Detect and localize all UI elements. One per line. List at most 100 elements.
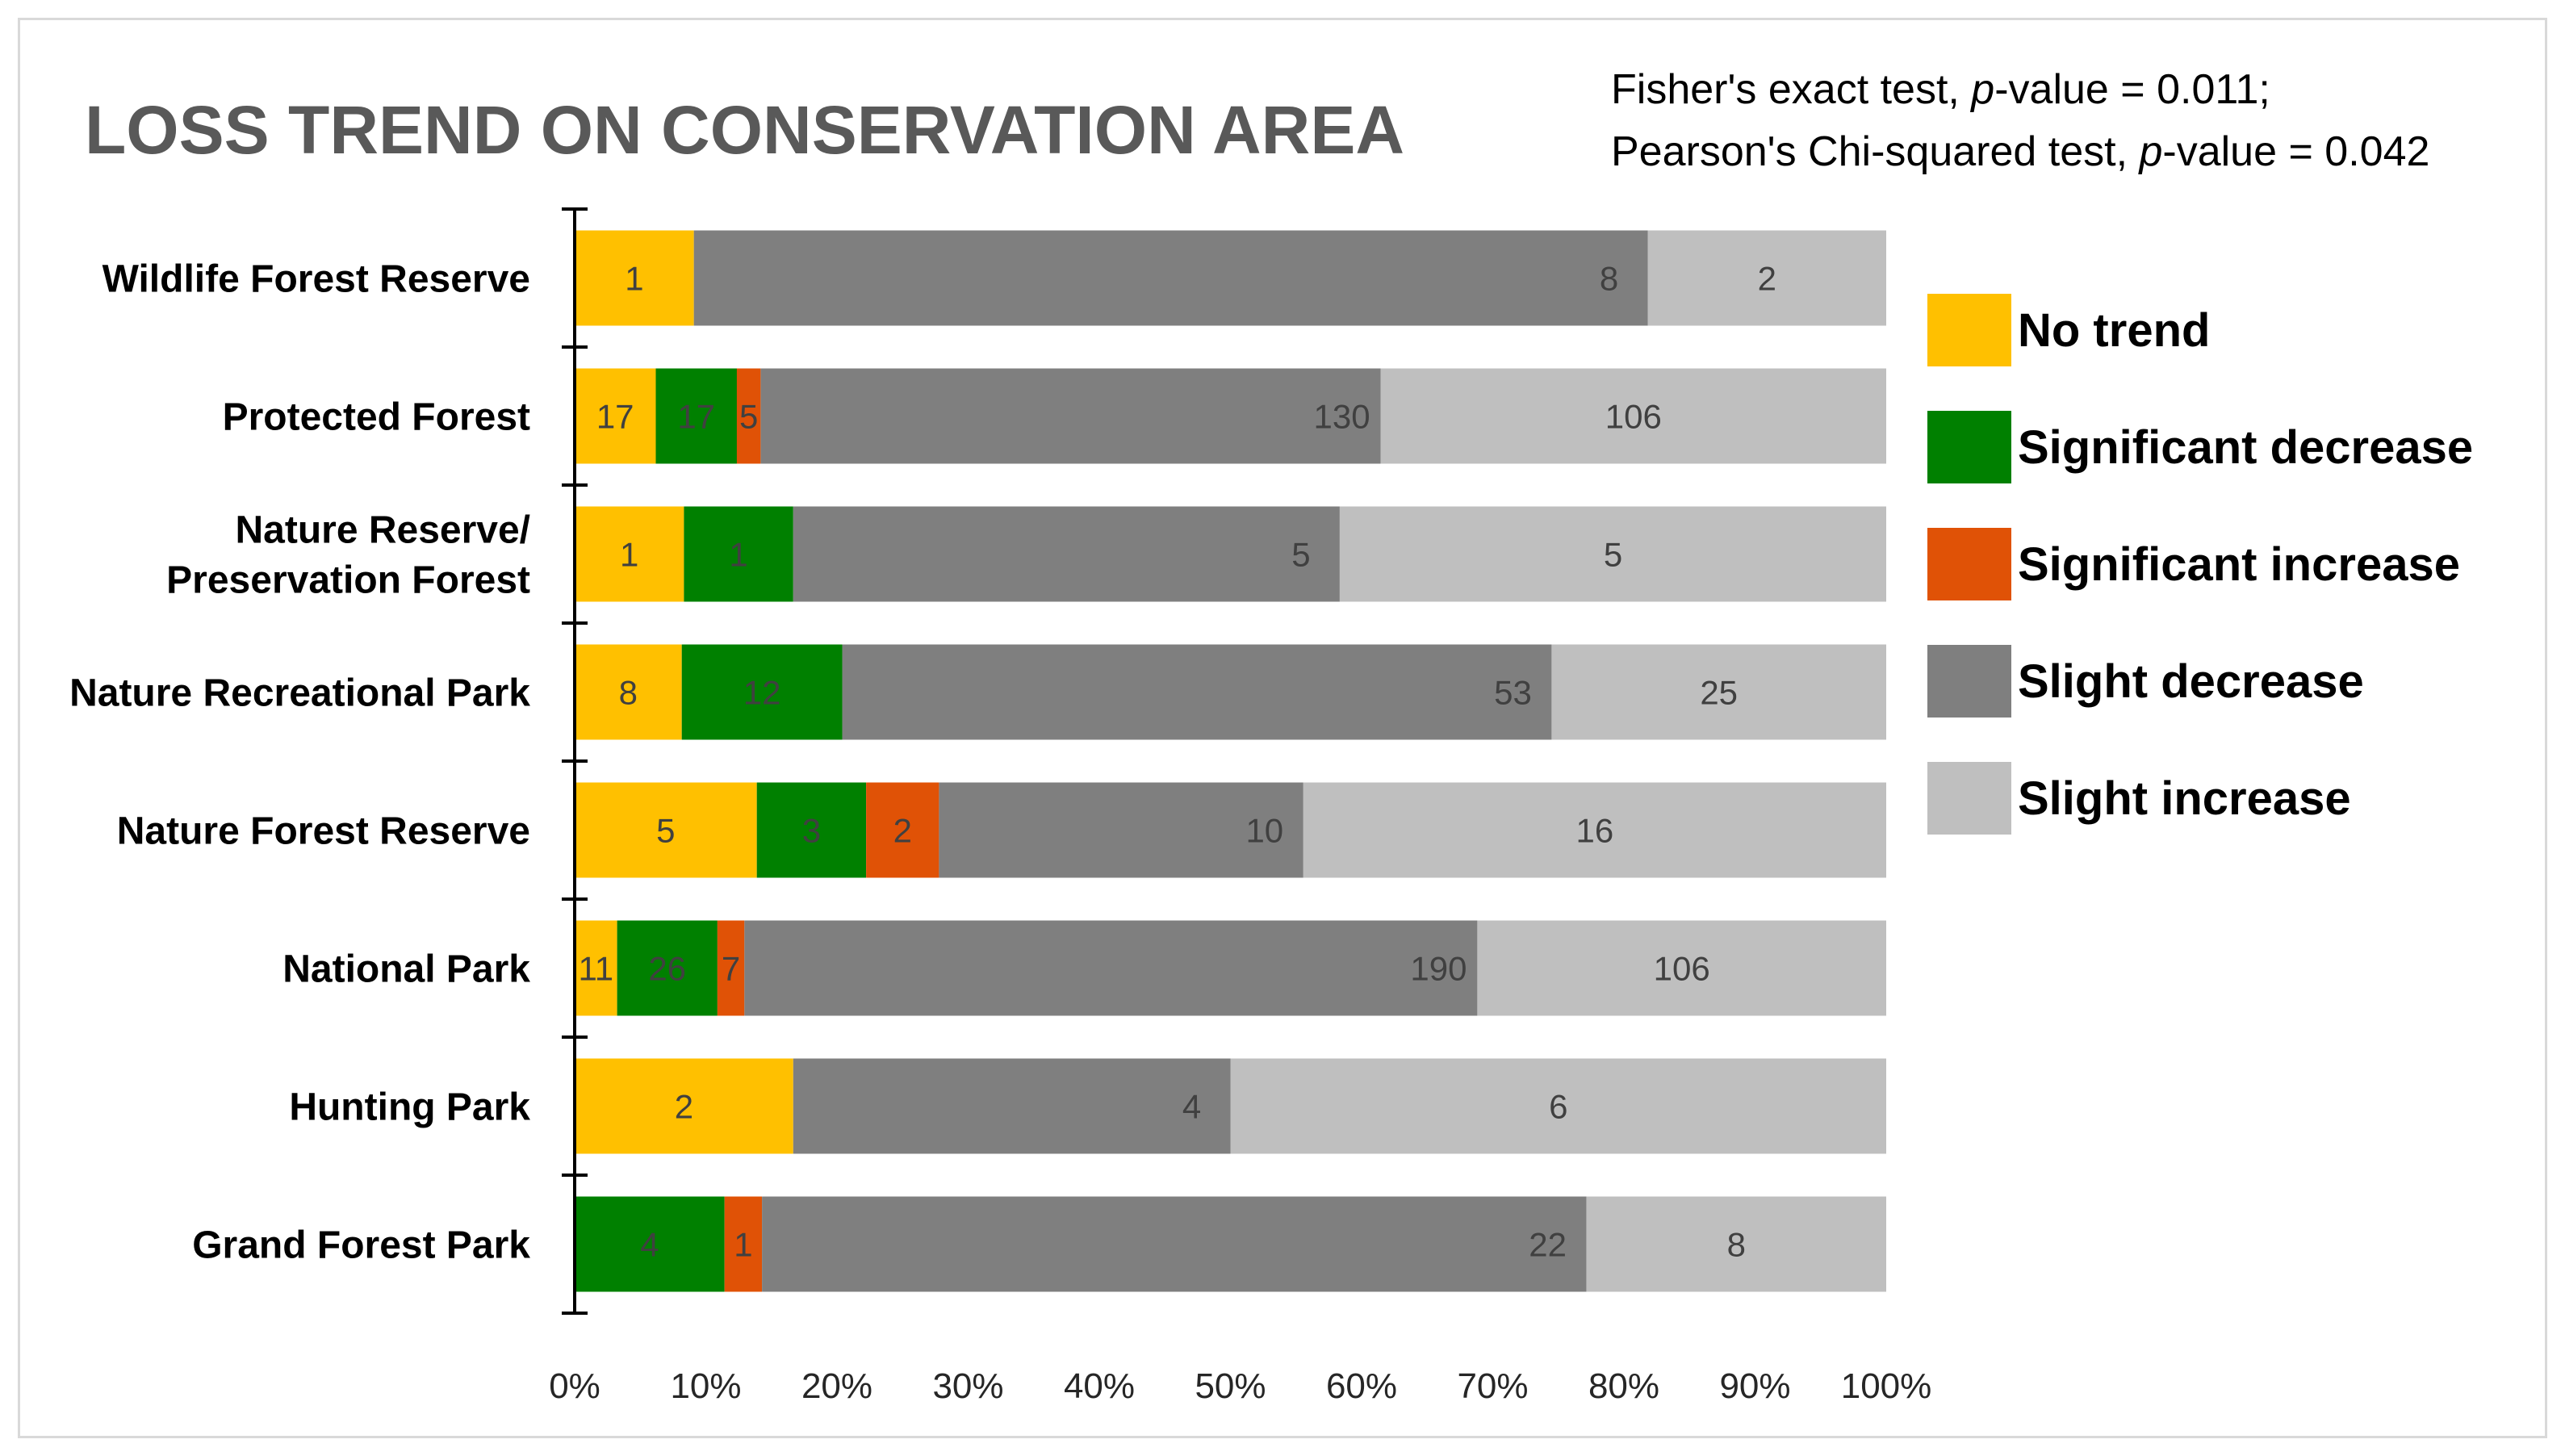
chi-squared-test-prefix: Pearson's Chi-squared test, (1611, 128, 2139, 175)
chart-title: LOSS TREND ON CONSERVATION AREA (85, 92, 1404, 168)
bar-segment-0-2 (575, 506, 684, 602)
data-label-4-4: 16 (1576, 812, 1614, 850)
x-tick-label-1: 10% (670, 1366, 741, 1406)
data-label-3-4: 10 (1245, 812, 1283, 850)
data-label-4-6: 6 (1549, 1088, 1567, 1126)
fisher-test-note: Fisher's exact test, p-value = 0.011; (1611, 66, 2270, 113)
bar-segment-0-3 (575, 644, 682, 740)
bar-segment-0-4 (575, 782, 757, 878)
category-label-3: Nature Recreational Park (69, 672, 530, 715)
bar-segment-3-2 (793, 506, 1340, 602)
bar-segment-3-7 (762, 1196, 1587, 1292)
data-label-1-1: 17 (677, 398, 715, 436)
fisher-test-prefix: Fisher's exact test, (1611, 66, 1971, 113)
chi-squared-test-note: Pearson's Chi-squared test, p-value = 0.… (1611, 128, 2429, 175)
data-label-4-2: 5 (1604, 536, 1622, 574)
data-label-0-0: 1 (625, 260, 643, 298)
bar-segment-3-5 (744, 920, 1478, 1016)
bar-segment-1-7 (575, 1196, 725, 1292)
chi-squared-test-suffix: -value = 0.042 (2162, 128, 2429, 175)
bar-segment-0-6 (575, 1058, 793, 1154)
bar-segment-4-3 (1551, 644, 1886, 740)
bar-segment-3-4 (939, 782, 1303, 878)
data-label-4-0: 2 (1758, 260, 1776, 298)
data-label-3-1: 130 (1314, 398, 1370, 436)
legend-label-1: Significant decrease (2018, 421, 2473, 474)
bar-segment-4-6 (1230, 1058, 1886, 1154)
bar-segment-2-7 (724, 1196, 763, 1292)
data-label-1-3: 12 (743, 674, 781, 712)
data-label-2-7: 1 (734, 1226, 752, 1264)
data-label-2-4: 2 (893, 812, 912, 850)
bar-segment-0-1 (575, 368, 656, 464)
category-label-2-line-1: Preservation Forest (166, 559, 530, 602)
data-label-2-1: 5 (739, 398, 758, 436)
data-label-1-2: 1 (729, 536, 747, 574)
bar-segment-4-4 (1303, 782, 1886, 878)
legend-label-4: Slight increase (2018, 772, 2351, 825)
legend-label-2: Significant increase (2018, 538, 2460, 591)
data-label-1-5: 26 (648, 950, 686, 988)
x-tick-label-9: 90% (1719, 1366, 1790, 1406)
bar-segment-4-2 (1339, 506, 1886, 602)
data-label-3-3: 53 (1494, 674, 1532, 712)
x-tick-label-3: 30% (932, 1366, 1003, 1406)
data-label-3-0: 8 (1600, 260, 1618, 298)
bar-segment-4-5 (1477, 920, 1886, 1016)
x-tick-label-0: 0% (549, 1366, 600, 1406)
x-tick-label-10: 100% (1841, 1366, 1932, 1406)
legend: No trend Significant decrease Significant … (1927, 294, 2473, 835)
legend-swatch-2 (1927, 528, 2011, 600)
x-tick-label-2: 20% (801, 1366, 872, 1406)
bar-segment-4-1 (1380, 368, 1886, 464)
data-label-1-7: 4 (640, 1226, 659, 1264)
legend-label-3: Slight decrease (2018, 655, 2364, 708)
data-label-2-5: 7 (722, 950, 740, 988)
data-label-1-4: 3 (802, 812, 821, 850)
x-tick-label-8: 80% (1588, 1366, 1659, 1406)
category-label-7: Grand Forest Park (192, 1224, 530, 1267)
bar-segment-2-5 (717, 920, 745, 1016)
data-label-3-7: 22 (1529, 1226, 1567, 1264)
bar-segment-3-0 (693, 230, 1648, 326)
bar-segment-4-7 (1586, 1196, 1886, 1292)
bar-segment-1-1 (655, 368, 737, 464)
data-label-0-4: 5 (656, 812, 675, 850)
bar-segment-1-5 (617, 920, 718, 1016)
data-label-4-5: 106 (1654, 950, 1710, 988)
data-label-3-2: 5 (1291, 536, 1310, 574)
bar-segment-1-2 (684, 506, 793, 602)
data-label-0-6: 2 (675, 1088, 693, 1126)
x-tick-label-5: 50% (1195, 1366, 1266, 1406)
category-label-0: Wildlife Forest Reserve (103, 258, 530, 301)
bar-segment-1-4 (756, 782, 867, 878)
bar-segment-3-3 (842, 644, 1552, 740)
bar-segment-3-6 (793, 1058, 1231, 1154)
fisher-test-suffix: -value = 0.011; (1994, 66, 2270, 113)
legend-swatch-3 (1927, 645, 2011, 718)
data-label-0-5: 11 (578, 950, 613, 988)
x-tick-label-6: 60% (1326, 1366, 1397, 1406)
bar-segment-3-1 (760, 368, 1381, 464)
legend-swatch-1 (1927, 411, 2011, 483)
data-label-4-3: 25 (1700, 674, 1738, 712)
data-label-4-7: 8 (1727, 1226, 1746, 1264)
category-label-5: National Park (282, 948, 530, 991)
category-label-2-line-0: Nature Reserve/ (235, 509, 530, 552)
category-label-4: Nature Forest Reserve (117, 810, 530, 853)
chi-squared-test-p: p (2137, 128, 2162, 175)
data-label-3-5: 190 (1410, 950, 1467, 988)
fisher-test-p: p (1969, 66, 1994, 113)
category-label-1: Protected Forest (223, 396, 530, 439)
data-label-0-3: 8 (619, 674, 638, 712)
x-tick-label-7: 70% (1457, 1366, 1528, 1406)
data-label-0-1: 17 (596, 398, 634, 436)
bar-segment-0-5 (575, 920, 617, 1016)
legend-label-0: No trend (2018, 304, 2210, 357)
category-label-6: Hunting Park (289, 1086, 530, 1129)
legend-swatch-4 (1927, 762, 2011, 835)
legend-swatch-0 (1927, 294, 2011, 366)
bar-segment-1-3 (681, 644, 843, 740)
